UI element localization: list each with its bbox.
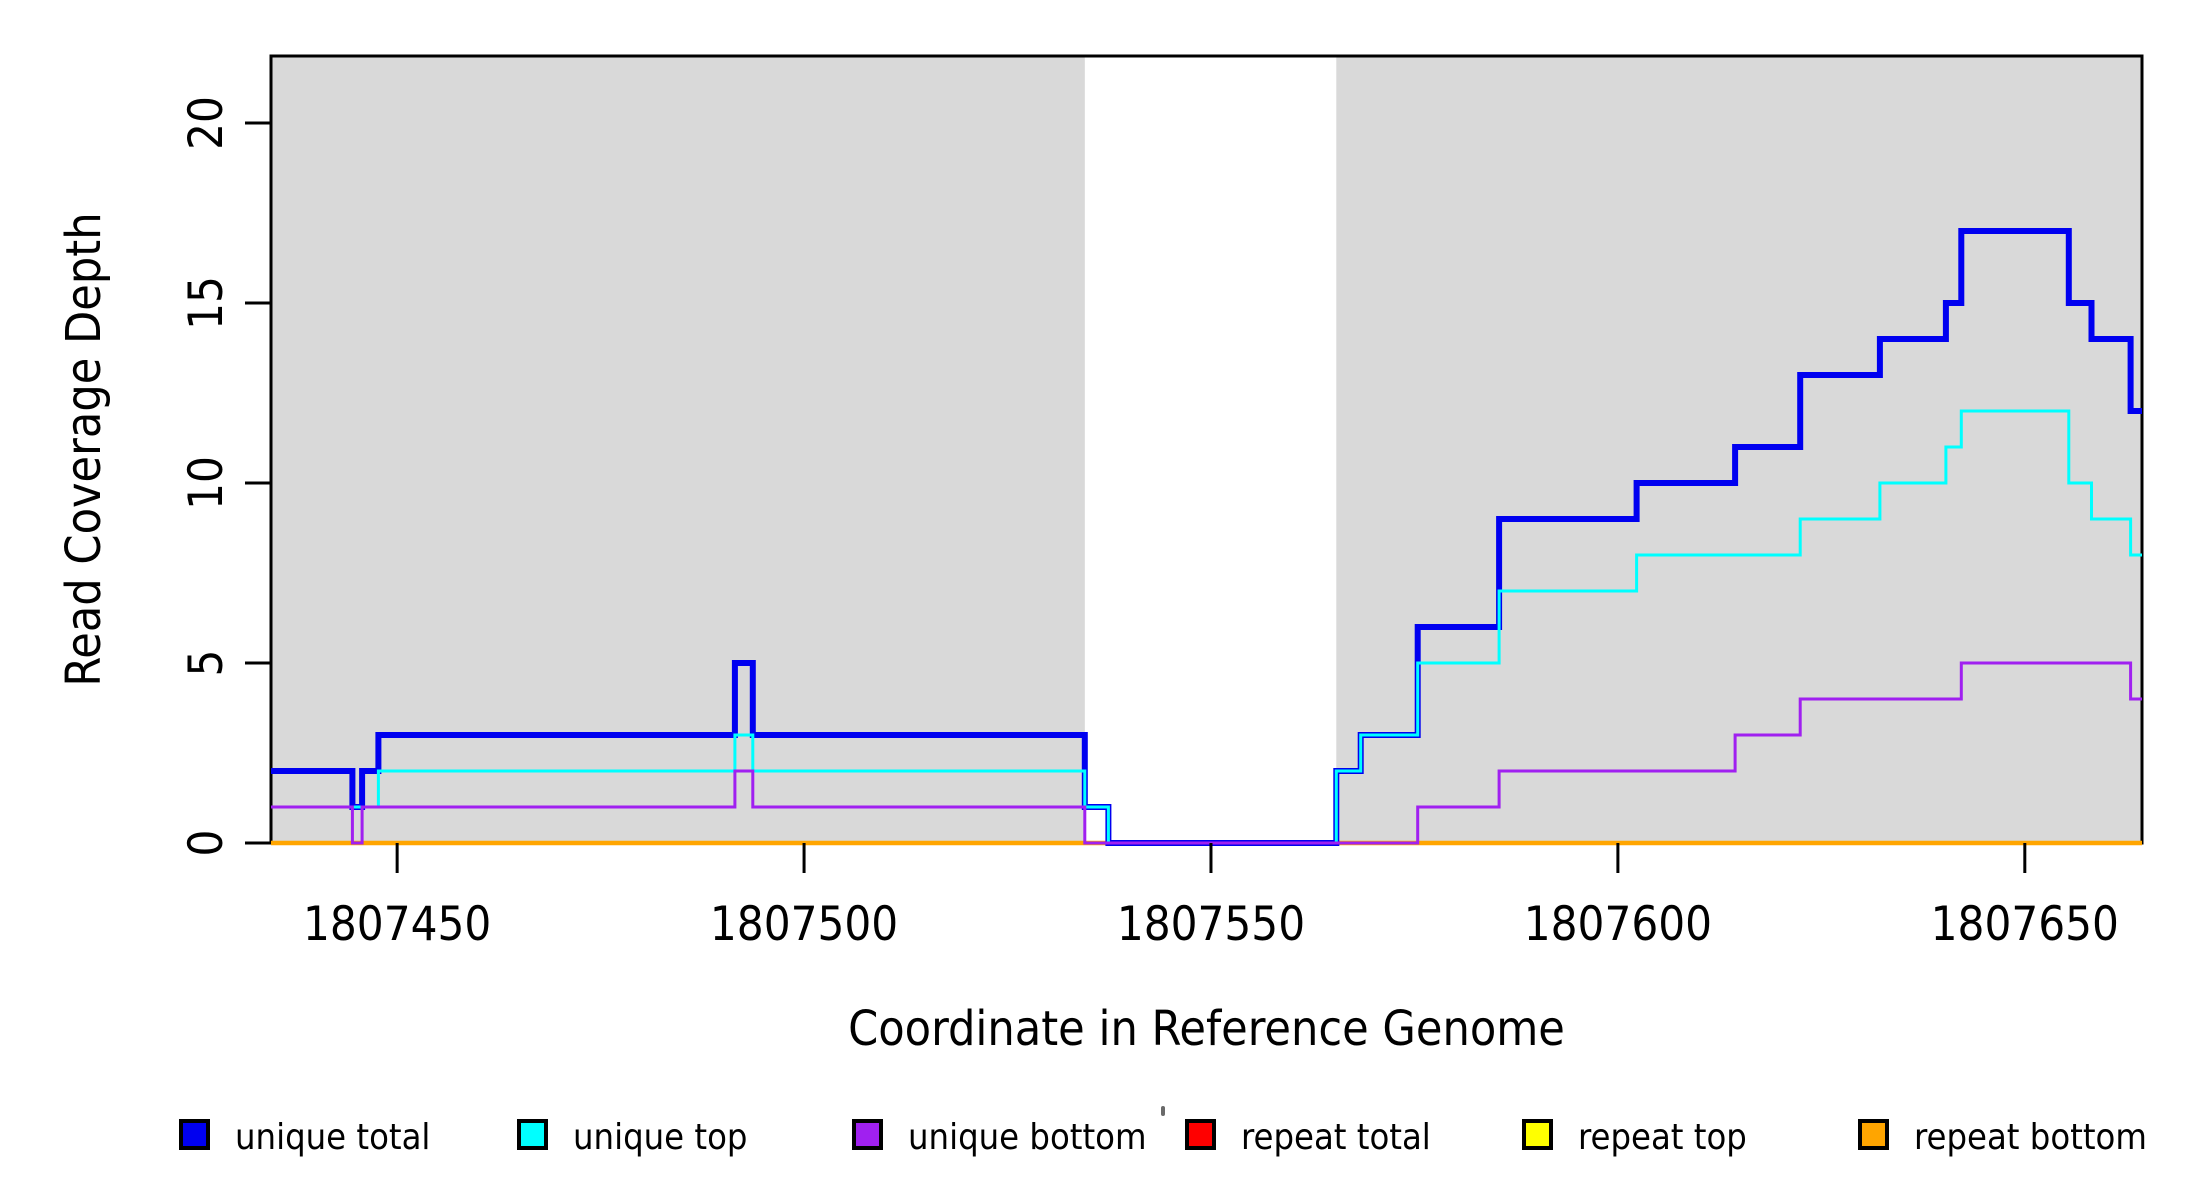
y-tick-label: 15 [179,276,234,330]
extra-marks-group [1161,1106,1165,1116]
legend-item-unique-total: unique total [179,1117,430,1158]
y-tick-label: 5 [179,650,234,677]
stray-mark [1161,1106,1165,1116]
legend-label-unique-top: unique top [573,1117,747,1158]
legend-item-unique-top: unique top [517,1117,747,1158]
legend-item-unique-bottom: unique bottom [852,1117,1147,1158]
legend-swatch-unique-top [517,1119,548,1150]
y-axis-title: Read Coverage Depth [56,212,112,686]
series-line-unique-total [271,228,2142,846]
x-tick-label: 1807550 [1117,897,1305,952]
legend-item-repeat-top: repeat top [1522,1117,1747,1158]
series-lines-group [271,228,2142,846]
legend-label-unique-total: unique total [235,1117,430,1158]
legend-swatch-unique-total [179,1119,210,1150]
legend-swatch-unique-bottom [852,1119,883,1150]
legend-item-repeat-total: repeat total [1185,1117,1431,1158]
legend-label-repeat-top: repeat top [1578,1117,1747,1158]
legend-swatch-repeat-bottom [1858,1119,1889,1150]
legend-label-unique-bottom: unique bottom [908,1117,1147,1158]
legend-label-repeat-bottom: repeat bottom [1914,1117,2147,1158]
legend-item-repeat-bottom: repeat bottom [1858,1117,2147,1158]
shaded-region-1 [271,56,1085,843]
x-tick-label: 1807600 [1524,897,1712,952]
y-tick-label: 20 [179,96,234,150]
legend-group: unique total unique top unique bottom repea… [179,1117,2147,1158]
axes-group: 1807450 1807500 1807550 1807600 1807650 0 5 10 1… [56,96,2119,1057]
series-line-unique-top [271,409,2142,845]
series-line-unique-bottom [271,661,2142,845]
x-axis-title: Coordinate in Reference Genome [848,1001,1565,1057]
y-tick-label: 10 [179,456,234,510]
x-tick-label: 1807450 [303,897,491,952]
x-tick-label: 1807500 [710,897,898,952]
x-tick-label: 1807650 [1931,897,2119,952]
y-tick-label: 0 [179,830,234,857]
shaded-regions-group [271,56,2142,843]
legend-swatch-repeat-top [1522,1119,1553,1150]
legend-swatch-repeat-total [1185,1119,1216,1150]
legend-label-repeat-total: repeat total [1241,1117,1431,1158]
